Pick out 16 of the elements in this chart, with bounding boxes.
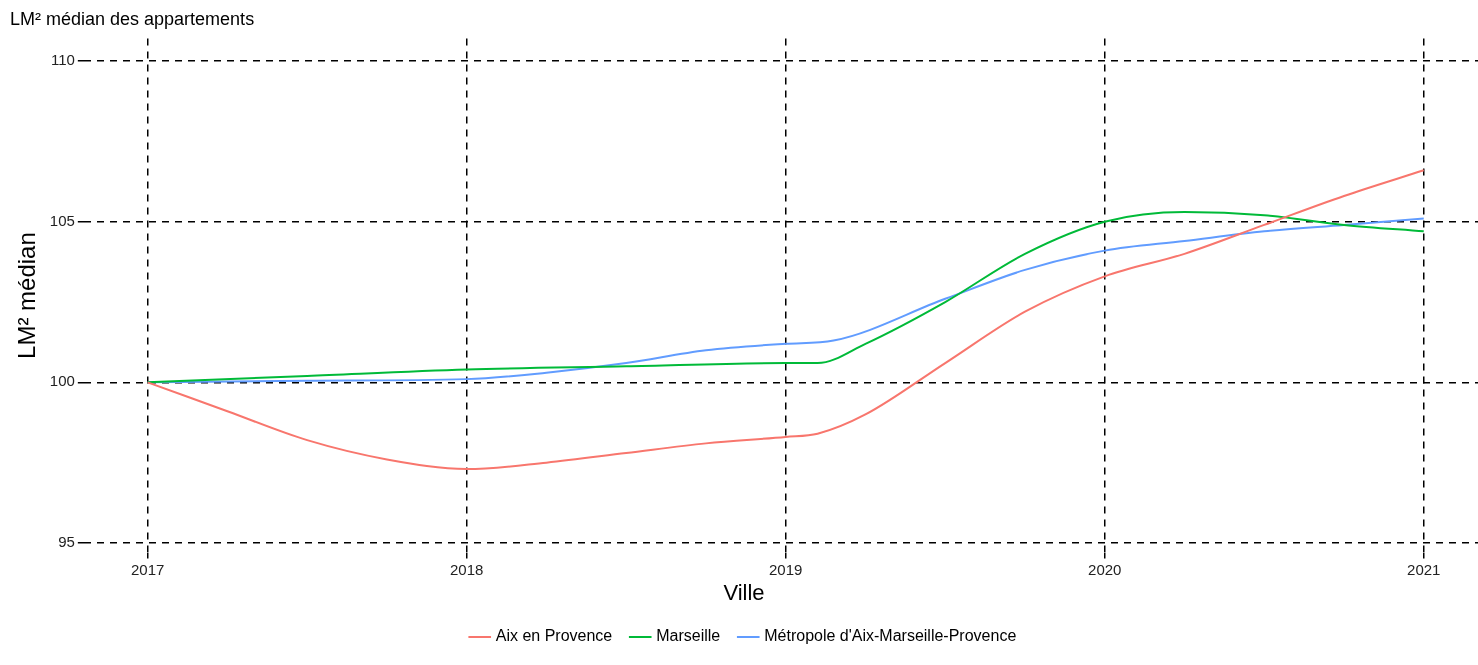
legend-title: Ville (723, 579, 765, 605)
y-tick-label: 100 (49, 372, 75, 390)
x-tick-label: 2018 (449, 560, 484, 578)
y-tick-label: 95 (58, 533, 75, 551)
x-tick-label: 2021 (1407, 560, 1441, 578)
y-tick-label: 105 (49, 211, 75, 229)
y-axis-title: LM² médian (13, 232, 41, 359)
chart-title: LM² médian des appartements (10, 8, 255, 29)
legend-label: Métropole d'Aix-Marseille-Provence (764, 627, 1017, 645)
legend-label: Marseille (656, 627, 721, 645)
x-tick-label: 2020 (1088, 560, 1122, 578)
x-tick-label: 2017 (130, 560, 165, 578)
y-tick-label: 110 (50, 51, 75, 69)
line-series (146, 169, 1425, 471)
legend-label: Aix en Provence (495, 627, 613, 645)
x-tick-label: 2019 (769, 560, 803, 578)
